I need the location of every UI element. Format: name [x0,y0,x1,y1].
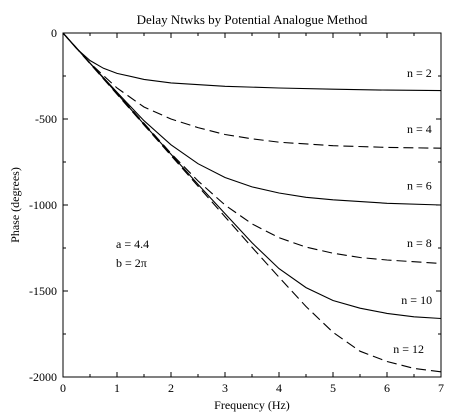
plot-area: 0 1 2 3 4 5 6 7 0 -500 -1000 -1500 -2000 n = 2 n = 4 n … [29,26,444,395]
y-tick-label: -1000 [29,198,57,212]
x-tick-label: 0 [60,381,66,395]
y-tick-label: 0 [51,26,57,40]
annotation-a: a = 4.4 [116,237,149,251]
x-axis-label: Frequency (Hz) [214,398,290,412]
y-tick-label: -500 [35,112,57,126]
chart-title: Delay Ntwks by Potential Analogue Method [137,12,368,27]
x-tick-label: 6 [384,381,390,395]
series-line-n4 [62,32,442,149]
series-label: n = 8 [407,236,432,250]
series-line-n2 [62,32,442,92]
series-label: n = 2 [407,66,432,80]
x-tick-label: 4 [276,381,282,395]
series-label: n = 6 [407,179,432,193]
annotation-b: b = 2π [116,256,147,270]
series-line-n6 [62,32,442,206]
plot-frame [62,32,442,378]
series-line-n10 [62,32,442,320]
y-axis-label: Phase (degrees) [8,167,22,243]
series-label: n = 4 [407,122,432,136]
series-line-n8 [62,32,442,265]
series-label: n = 10 [401,293,432,307]
x-tick-label: 7 [438,381,444,395]
x-tick-label: 2 [168,381,174,395]
x-tick-label: 1 [114,381,120,395]
y-tick-label: -2000 [29,370,57,384]
y-tick-label: -1500 [29,284,57,298]
x-tick-label: 5 [330,381,336,395]
x-tick-label: 3 [222,381,228,395]
series-label: n = 12 [393,342,424,356]
series-line-n12 [62,32,442,373]
